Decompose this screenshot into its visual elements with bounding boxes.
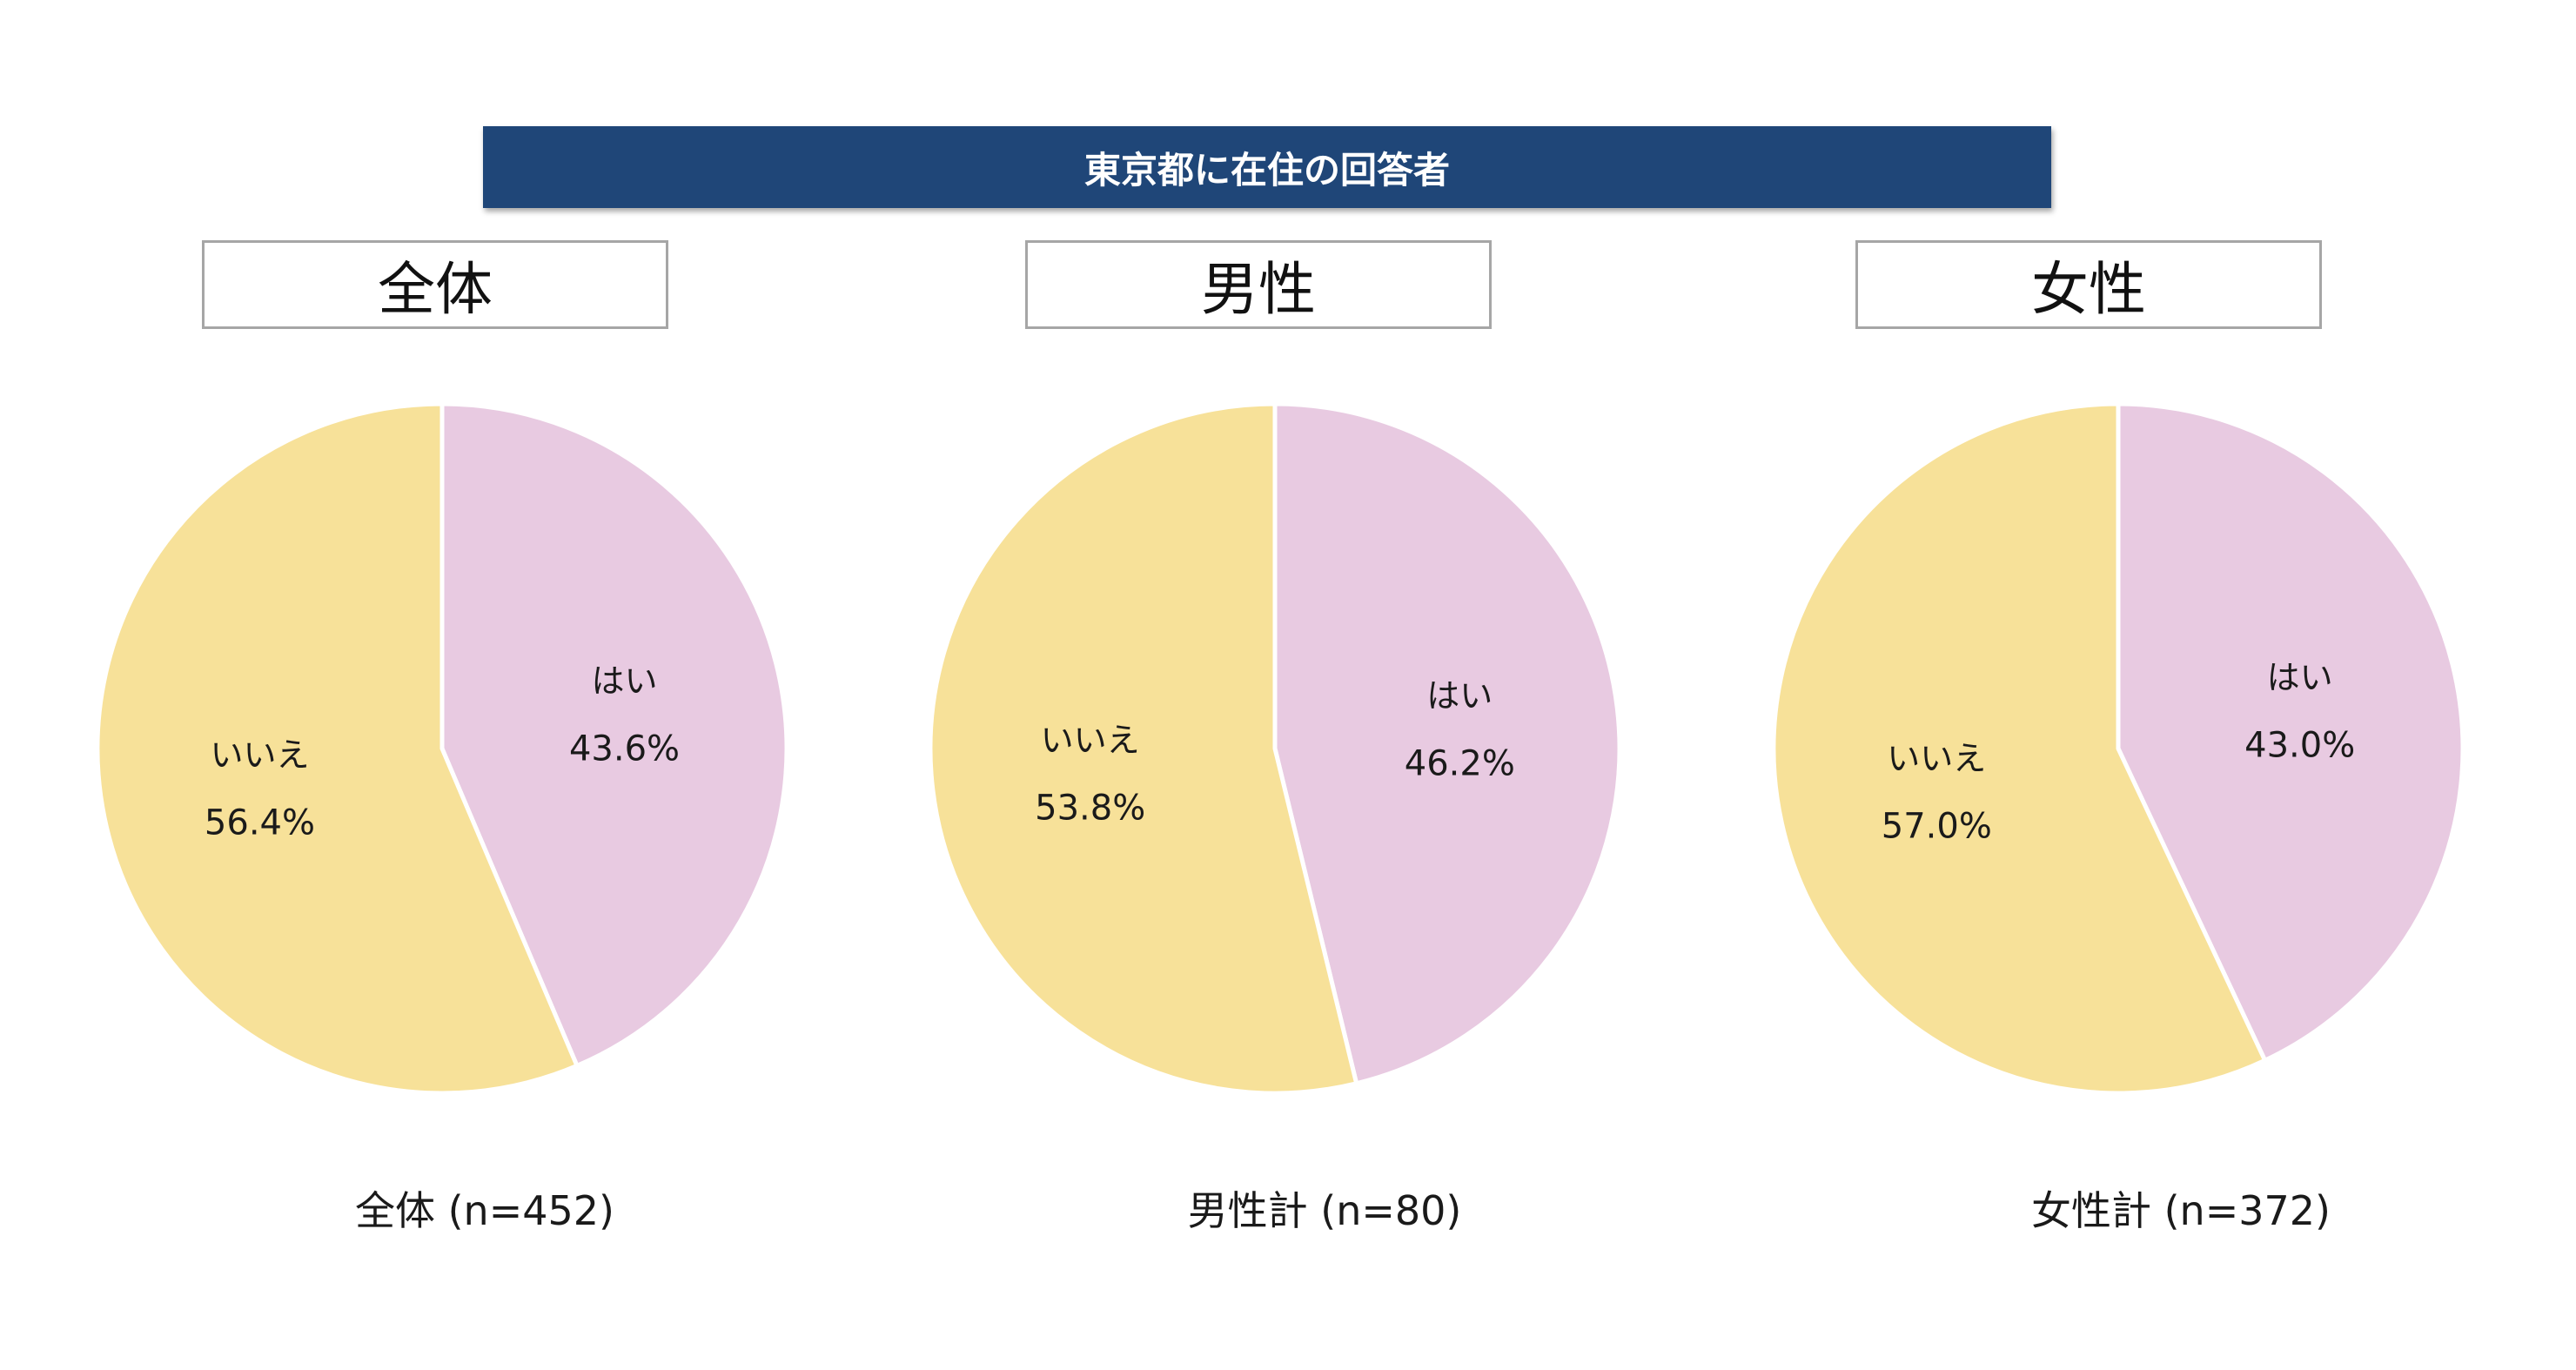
- title-banner: 東京都に在住の回答者: [483, 126, 2051, 208]
- panel-header-female: 女性: [1855, 240, 2322, 329]
- slice-value-label: 57.0%: [1882, 807, 1992, 847]
- pie-slice-hai: [439, 401, 789, 1068]
- pie-chart-male: はい 46.2% いいえ 53.8%: [928, 401, 1622, 1096]
- panel-header-label: 全体: [378, 256, 493, 323]
- pie-slice-iie: [95, 401, 580, 1096]
- pie-slice-iie: [1771, 401, 2268, 1096]
- slice-category-label: はい: [2267, 658, 2333, 696]
- slice-value-label: 46.2%: [1405, 744, 1515, 784]
- slice-category-label: いいえ: [1041, 721, 1140, 759]
- pie-slice-iie: [928, 401, 1359, 1096]
- footer-female: 女性計 (n=372): [2030, 1187, 2331, 1234]
- footer-male: 男性計 (n=80): [1187, 1187, 1462, 1234]
- slice-category-label: はい: [1426, 677, 1493, 715]
- slice-value-label: 56.4%: [205, 803, 315, 843]
- panel-header-label: 女性: [2031, 256, 2146, 323]
- pie-slice-hai: [1272, 401, 1622, 1086]
- panel-header-male: 男性: [1025, 240, 1492, 329]
- pie-chart-female: はい 43.0% いいえ 57.0%: [1771, 401, 2465, 1096]
- pie-chart-total: はい 43.6% いいえ 56.4%: [95, 401, 789, 1096]
- banner-title: 東京都に在住の回答者: [1083, 148, 1450, 191]
- slice-value-label: 43.0%: [2244, 725, 2355, 765]
- pie-slice-hai: [2116, 401, 2465, 1063]
- slice-category-label: いいえ: [210, 736, 309, 775]
- footer-total: 全体 (n=452): [354, 1187, 614, 1234]
- panel-header-total: 全体: [202, 240, 668, 329]
- slice-category-label: はい: [592, 661, 658, 700]
- panel-header-label: 男性: [1201, 256, 1316, 323]
- slice-category-label: いいえ: [1887, 740, 1986, 778]
- slice-value-label: 43.6%: [569, 729, 680, 769]
- slice-value-label: 53.8%: [1035, 788, 1145, 828]
